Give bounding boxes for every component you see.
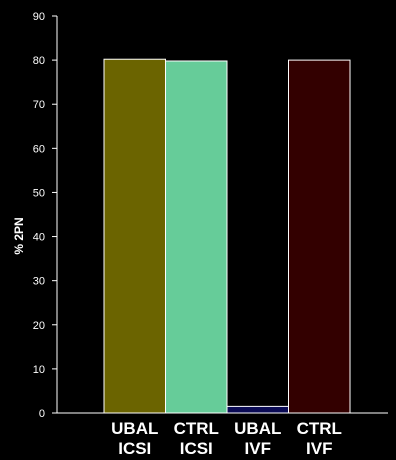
y-tick-label: 60 [33,143,45,155]
y-tick-label: 10 [33,364,45,376]
bar [103,58,166,414]
x-tick-label: IVF [245,439,271,458]
y-tick-label: 40 [33,232,45,244]
y-tick-label: 70 [33,99,45,111]
y-tick-label: 50 [33,187,45,199]
bar [226,405,289,414]
y-tick-label: 30 [33,276,45,288]
y-tick-label: 90 [33,11,45,23]
x-tick-label: UBAL [111,419,158,438]
x-tick-label: ICSI [180,439,213,458]
y-tick-label: 80 [33,55,45,67]
y-tick-label: 20 [33,320,45,332]
y-axis-title: % 2PN [12,217,26,254]
x-tick-label: ICSI [118,439,151,458]
x-tick-label: CTRL [174,419,219,438]
x-tick-label: UBAL [234,419,281,438]
bar [165,60,228,414]
bars [103,58,351,414]
y-tick-label: 0 [39,408,45,420]
x-tick-label: CTRL [297,419,342,438]
axes: 0 10 20 30 40 50 60 70 80 90 [33,11,388,420]
x-tick-label: IVF [306,439,332,458]
bar [288,59,351,414]
